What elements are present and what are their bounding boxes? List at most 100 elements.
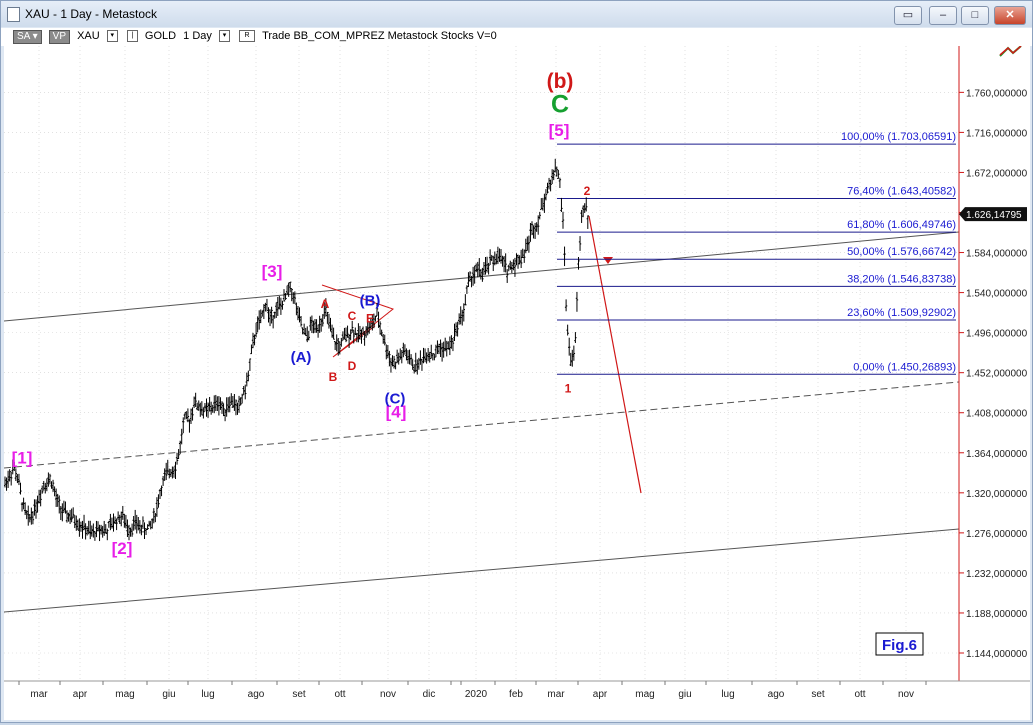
axes: 1.760,000000 1.716,000000 1.672,000000 1.62… bbox=[4, 46, 1030, 700]
price-bar bbox=[264, 302, 267, 312]
price-bar bbox=[513, 257, 517, 277]
price-bar bbox=[540, 198, 543, 211]
price-bar bbox=[541, 197, 545, 211]
refresh-icon[interactable]: R bbox=[239, 30, 256, 43]
vp-button[interactable]: VP bbox=[48, 30, 71, 44]
price-bar bbox=[448, 336, 452, 356]
price-bar bbox=[450, 335, 453, 349]
price-bar bbox=[535, 222, 538, 232]
price-bar bbox=[13, 461, 16, 472]
price-bar bbox=[583, 203, 586, 213]
grid bbox=[4, 46, 959, 681]
price-bars bbox=[3, 158, 589, 542]
price-bar bbox=[440, 342, 444, 362]
time-tick-label: apr bbox=[593, 689, 608, 700]
price-bar bbox=[270, 306, 273, 324]
price-bar bbox=[388, 350, 391, 367]
lower-channel-line bbox=[3, 528, 960, 613]
price-bar bbox=[101, 525, 104, 538]
period-dropdown-icon[interactable]: ▾ bbox=[218, 30, 230, 43]
price-bar bbox=[470, 275, 473, 288]
time-tick-label: ago bbox=[768, 689, 785, 700]
price-bar bbox=[371, 314, 374, 331]
price-bar bbox=[16, 474, 19, 484]
price-bar bbox=[206, 402, 210, 418]
price-bar bbox=[416, 359, 419, 375]
price-bar bbox=[172, 466, 176, 478]
symbol-dropdown-icon[interactable]: ▾ bbox=[106, 30, 118, 43]
bar-type-icon[interactable]: | bbox=[126, 30, 138, 43]
fib-label: 76,40% (1.643,40582) bbox=[847, 185, 956, 197]
price-bar bbox=[344, 327, 348, 343]
price-bar bbox=[251, 332, 255, 349]
price-bar bbox=[426, 347, 430, 362]
price-tick-label: 1.452,000000 bbox=[966, 369, 1028, 380]
price-bar bbox=[529, 222, 532, 242]
price-bar bbox=[516, 254, 520, 269]
price-bar bbox=[515, 253, 518, 266]
price-bar bbox=[571, 349, 574, 367]
price-bar bbox=[28, 514, 31, 523]
price-bar bbox=[518, 255, 521, 265]
price-bar bbox=[530, 221, 534, 236]
restore-layout-button[interactable]: ▭ bbox=[894, 6, 922, 25]
price-bar bbox=[147, 520, 151, 527]
price-bar bbox=[578, 236, 582, 251]
price-bar bbox=[574, 332, 577, 343]
price-bar bbox=[30, 507, 33, 525]
price-bar bbox=[502, 256, 506, 273]
price-bar bbox=[361, 326, 365, 335]
price-bar bbox=[318, 315, 321, 333]
price-bar bbox=[476, 261, 479, 278]
price-bar bbox=[197, 400, 200, 411]
price-bar bbox=[115, 518, 118, 531]
price-bar bbox=[377, 311, 380, 328]
price-bar bbox=[259, 309, 262, 324]
price-bar bbox=[313, 318, 317, 333]
price-bar bbox=[326, 311, 329, 324]
wave-label: E bbox=[366, 312, 374, 326]
price-bar bbox=[53, 486, 56, 497]
projection-line bbox=[588, 215, 642, 494]
price-bar bbox=[507, 264, 510, 272]
price-chart[interactable]: 100,00% (1.703,06591) 76,40% (1.643,40582… bbox=[3, 45, 1030, 720]
price-bar bbox=[79, 521, 83, 532]
price-bar bbox=[406, 350, 410, 364]
minimize-button[interactable]: – bbox=[929, 6, 957, 25]
price-bar bbox=[168, 468, 171, 479]
price-bar bbox=[96, 521, 100, 532]
price-bar bbox=[17, 473, 21, 486]
maximize-button[interactable]: □ bbox=[961, 6, 989, 25]
price-tick-label: 1.584,000000 bbox=[966, 249, 1028, 260]
price-tick-label: 1.672,000000 bbox=[966, 168, 1028, 179]
close-button[interactable]: ✕ bbox=[994, 6, 1026, 25]
price-bar bbox=[185, 411, 188, 420]
time-tick-label: mar bbox=[30, 689, 48, 700]
price-bar bbox=[364, 326, 368, 338]
price-bar bbox=[27, 505, 30, 526]
drawing-tool-icon[interactable] bbox=[999, 45, 1022, 57]
price-bar bbox=[158, 488, 162, 500]
title-bar[interactable]: XAU - 1 Day - Metastock ▭ – □ ✕ bbox=[1, 1, 1032, 27]
time-tick-label: apr bbox=[73, 689, 88, 700]
price-bar bbox=[490, 254, 493, 262]
price-bar bbox=[436, 340, 439, 355]
price-bar bbox=[543, 193, 546, 213]
sa-button[interactable]: SA ▾ bbox=[13, 30, 42, 44]
price-bar bbox=[107, 520, 111, 528]
price-bar bbox=[351, 320, 354, 333]
price-bar bbox=[340, 337, 343, 347]
wave-label: 1 bbox=[565, 382, 572, 396]
price-bar bbox=[106, 528, 109, 541]
price-bar bbox=[152, 508, 155, 524]
price-bar bbox=[276, 296, 279, 316]
price-bar bbox=[409, 354, 413, 365]
price-bar bbox=[54, 488, 58, 507]
price-bar bbox=[289, 281, 292, 293]
price-bar bbox=[437, 343, 441, 355]
chart-area[interactable]: 100,00% (1.703,06591) 76,40% (1.643,40582… bbox=[3, 45, 1030, 720]
price-bar bbox=[546, 182, 549, 194]
price-bar bbox=[292, 292, 295, 304]
price-bar bbox=[196, 402, 199, 411]
